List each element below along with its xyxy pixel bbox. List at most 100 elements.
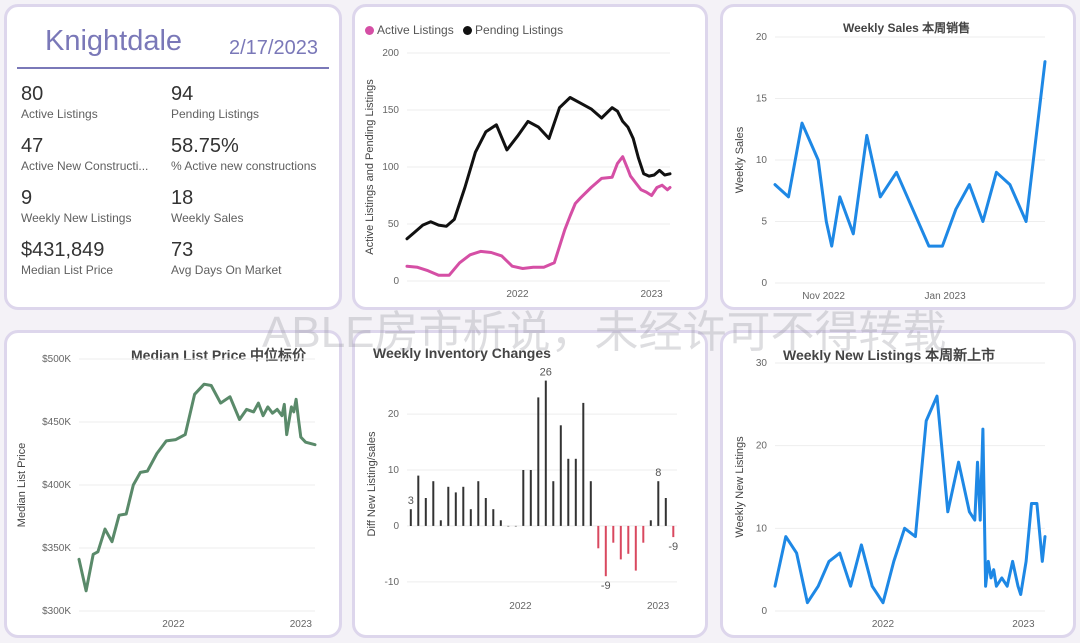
kpi-label: Active Listings xyxy=(21,107,98,121)
kpi-avg-days-on-market: 73 Avg Days On Market xyxy=(171,239,281,277)
kpi-pending-listings: 94 Pending Listings xyxy=(171,83,259,121)
kpi-value: $431,849 xyxy=(21,239,105,261)
bar xyxy=(439,520,442,526)
bar xyxy=(604,525,607,577)
series-line xyxy=(773,394,1047,605)
x-tick-label: 2022 xyxy=(162,619,185,630)
median-price-chart: $300K $350K $400K $450K $500K 2022 2023 Median … xyxy=(16,354,317,630)
bar xyxy=(657,481,660,526)
bar xyxy=(514,525,517,527)
chart-title: Weekly Sales 本周销售 xyxy=(843,21,971,35)
kpi-label: Avg Days On Market xyxy=(171,263,282,277)
legend-label-active[interactable]: Active Listings xyxy=(377,23,454,37)
x-tick-label: 2023 xyxy=(647,601,670,612)
y-tick-label: 15 xyxy=(756,94,768,105)
bar xyxy=(649,520,652,526)
bar xyxy=(612,525,615,543)
kpi-weekly-new-listings: 9 Weekly New Listings xyxy=(21,187,131,225)
y-tick-label: 10 xyxy=(756,155,768,166)
bar xyxy=(507,525,510,527)
chart-legend: Active Listings Pending Listings xyxy=(365,23,563,37)
kpi-active-listings: 80 Active Listings xyxy=(21,83,98,121)
y-axis-title: Diff New Listing/sales xyxy=(366,431,378,536)
y-tick-label: 20 xyxy=(756,32,768,43)
y-tick-label: $450K xyxy=(42,417,71,428)
y-tick-label: 30 xyxy=(756,358,768,369)
kpi-median-list-price: $431,849 Median List Price xyxy=(21,239,113,277)
y-tick-label: 0 xyxy=(393,521,399,532)
bar xyxy=(499,520,502,526)
kpi-active-new-construction: 47 Active New Constructi... xyxy=(21,135,148,173)
bar xyxy=(424,498,427,526)
x-tick-label: 2023 xyxy=(640,289,663,300)
y-tick-label: 100 xyxy=(382,162,399,173)
kpi-label: Active New Constructi... xyxy=(21,159,149,173)
y-tick-label: 150 xyxy=(382,105,399,116)
y-tick-label: $400K xyxy=(42,480,71,491)
data-label: 8 xyxy=(655,467,661,479)
bar xyxy=(432,481,435,526)
kpi-value: 18 xyxy=(171,187,194,209)
bar xyxy=(627,525,630,554)
legend-label-pending[interactable]: Pending Listings xyxy=(475,23,564,37)
kpi-label: % Active new constructions xyxy=(171,159,317,173)
kpi-card: Knightdale 2/17/2023 80 Active Listings … xyxy=(4,4,342,310)
data-label: -9 xyxy=(668,541,678,553)
bar xyxy=(634,525,637,571)
data-label: -9 xyxy=(601,580,611,592)
bar xyxy=(492,509,495,526)
median-price-card: Median List Price 中位标价 $300K $350K $400K $4… xyxy=(4,330,342,638)
bar xyxy=(454,492,457,526)
series-line xyxy=(405,96,672,241)
weekly-sales-card: Weekly Sales 本周销售 0 5 10 15 20 Nov 2022 Jan 20… xyxy=(720,4,1076,310)
data-label: 3 xyxy=(408,495,414,507)
bar xyxy=(582,402,585,526)
y-tick-label: -10 xyxy=(385,577,400,588)
y-tick-label: 0 xyxy=(393,276,399,287)
kpi-label: Weekly New Listings xyxy=(21,211,132,225)
bar xyxy=(567,458,570,526)
inventory-changes-card: Weekly Inventory Changes -10 0 10 20 2022 202… xyxy=(352,330,708,638)
kpi-pct-active-new-construction: 58.75% % Active new constructions xyxy=(171,135,316,173)
y-tick-label: $500K xyxy=(42,354,71,365)
bar xyxy=(417,475,420,526)
y-tick-label: 0 xyxy=(761,278,767,289)
x-tick-label: 2022 xyxy=(509,601,532,612)
y-tick-label: $300K xyxy=(42,606,71,617)
y-axis-title: Weekly New Listings xyxy=(734,436,746,538)
bar xyxy=(477,481,480,526)
bar xyxy=(469,509,472,526)
y-tick-label: 50 xyxy=(388,219,400,230)
y-axis-title: Active Listings and Pending Listings xyxy=(364,79,376,255)
y-tick-label: 0 xyxy=(761,606,767,617)
y-tick-label: 20 xyxy=(388,409,400,420)
bar xyxy=(409,509,412,526)
weekly-sales-chart: 0 5 10 15 20 Nov 2022 Jan 2023 Weekly Sales xyxy=(734,32,1047,302)
kpi-value: 47 xyxy=(21,135,44,157)
listings-chart: 0 50 100 150 200 2022 2023 Active Listings and … xyxy=(364,48,672,300)
bar xyxy=(462,486,465,526)
y-tick-label: 10 xyxy=(756,523,768,534)
kpi-label: Weekly Sales xyxy=(171,211,244,225)
x-tick-label: Jan 2023 xyxy=(925,291,967,302)
chart-title: Weekly New Listings 本周新上市 xyxy=(783,347,996,363)
bar xyxy=(664,498,667,526)
kpi-value: 80 xyxy=(21,83,44,105)
y-tick-label: 20 xyxy=(756,441,768,452)
bar xyxy=(484,498,487,526)
new-listings-chart: 0 10 20 30 2022 2023 Weekly New Listings xyxy=(734,358,1047,630)
bar xyxy=(589,481,592,526)
bar xyxy=(522,470,525,526)
kpi-value: 73 xyxy=(171,239,194,261)
report-date: 2/17/2023 xyxy=(229,37,318,59)
inventory-changes-chart: -10 0 10 20 2022 2023 Diff New Listing/sales 3 2… xyxy=(366,367,678,612)
chart-title: Weekly Inventory Changes xyxy=(373,345,551,361)
y-tick-label: 200 xyxy=(382,48,399,59)
y-axis-title: Median List Price xyxy=(16,443,28,527)
x-tick-label: Nov 2022 xyxy=(802,291,845,302)
legend-dot-pending xyxy=(463,26,473,35)
x-tick-label: 2022 xyxy=(872,619,895,630)
bar xyxy=(672,525,675,538)
series-line xyxy=(77,382,317,593)
series-line xyxy=(773,60,1047,248)
